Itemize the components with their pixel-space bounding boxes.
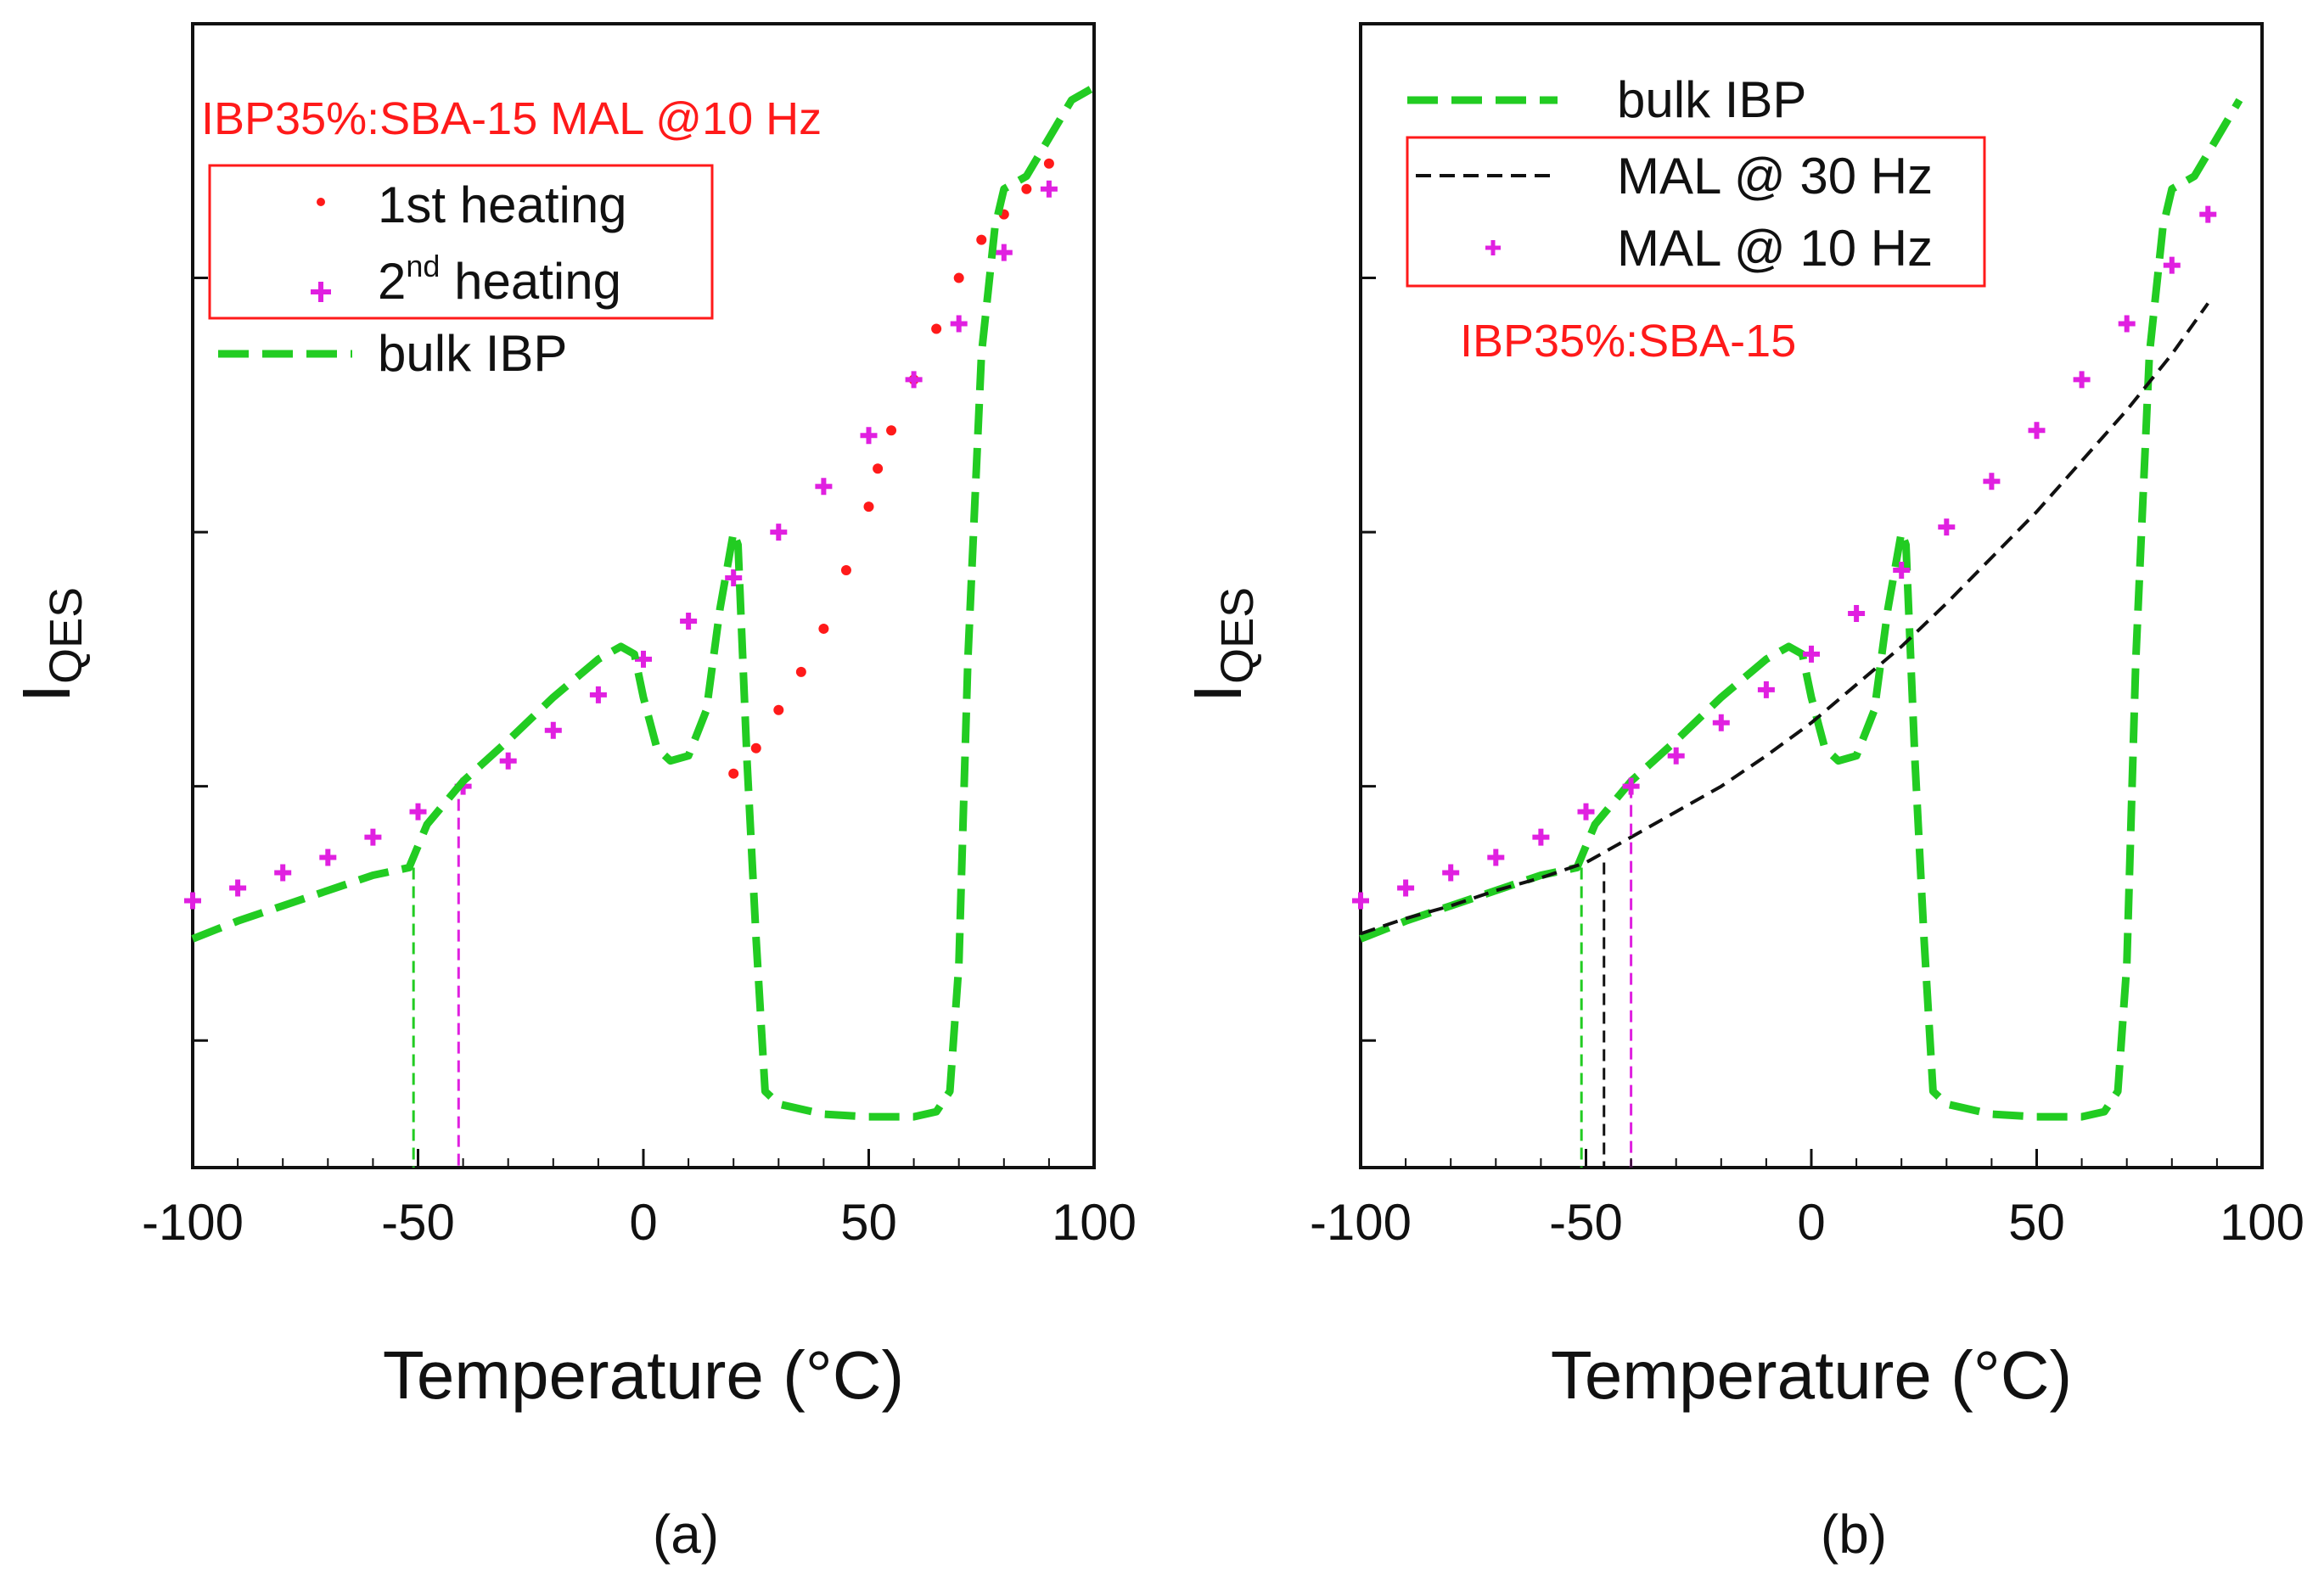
- x-tick-label-b: 0: [1797, 1194, 1825, 1251]
- point-mal-10-hz-b: [1712, 714, 1730, 731]
- point-1st-heating-a: [728, 768, 739, 779]
- legend-box-a: [208, 164, 714, 320]
- series-line-bulk-ibp-b: [1359, 98, 2243, 1121]
- point-2nd-heating-a: [319, 849, 337, 866]
- point-1st-heating-a: [976, 234, 987, 245]
- legend-marker-mal10: [1485, 240, 1501, 255]
- series-line-bulk-ibp-a: [191, 83, 1097, 1121]
- legend-entry-mal30: MAL @ 30 Hz: [1416, 148, 1933, 204]
- x-tick-label-b: 50: [2008, 1194, 2065, 1251]
- legend-label-mal30: MAL @ 30 Hz: [1617, 148, 1933, 204]
- point-1st-heating-a: [750, 742, 761, 753]
- point-1st-heating-a: [953, 272, 964, 283]
- y-axis-title-a: IQES: [8, 587, 92, 703]
- legend-marker-first: [317, 198, 325, 206]
- point-mal-10-hz-b: [1848, 604, 1866, 622]
- point-mal-10-hz-b: [1757, 681, 1775, 698]
- chart-panel-a: -100 -50 0 50 100 IBP35%:SBA-15 MAL @10 Hz 1…: [8, 22, 1137, 1565]
- y-axis-title-b: IQES: [1180, 587, 1263, 703]
- point-1st-heating-a: [1021, 183, 1032, 194]
- point-1st-heating-a: [795, 666, 806, 677]
- legend-label-first: 1st heating: [378, 176, 627, 233]
- point-2nd-heating-a: [770, 524, 788, 541]
- legend-entry-mal10: MAL @ 10 Hz: [1485, 220, 1933, 277]
- x-tick-label-b: -100: [1310, 1194, 1412, 1251]
- annotation-b: IBP35%:SBA-15: [1460, 316, 1796, 367]
- legend-label-second: 2nd heating: [378, 249, 621, 310]
- x-tick-label-a: 50: [840, 1194, 897, 1251]
- point-mal-10-hz-b: [2199, 205, 2217, 223]
- point-2nd-heating-a: [905, 371, 923, 389]
- legend-label-bulk-b: bulk IBP: [1617, 71, 1806, 128]
- point-mal-10-hz-b: [1577, 803, 1595, 821]
- point-2nd-heating-a: [544, 721, 562, 739]
- legend-entry-first: 1st heating: [317, 176, 627, 233]
- point-1st-heating-a: [931, 323, 942, 334]
- point-2nd-heating-a: [995, 244, 1013, 261]
- point-mal-10-hz-b: [1667, 747, 1685, 765]
- point-2nd-heating-a: [950, 315, 968, 333]
- point-mal-10-hz-b: [2163, 256, 2181, 274]
- x-tick-label-a: -100: [142, 1194, 244, 1251]
- point-2nd-heating-a: [680, 612, 698, 630]
- point-mal-10-hz-b: [1938, 518, 1956, 536]
- legend-marker-second: [311, 282, 331, 302]
- point-2nd-heating-a: [364, 828, 382, 846]
- point-1st-heating-a: [773, 704, 784, 715]
- series-line-mal-30-hz-b: [1360, 302, 2209, 936]
- point-mal-10-hz-b: [1487, 849, 1505, 866]
- annotation-a: IBP35%:SBA-15 MAL @10 Hz: [201, 93, 822, 144]
- point-mal-10-hz-b: [1442, 864, 1460, 882]
- point-2nd-heating-a: [635, 650, 652, 668]
- x-tick-label-a: 0: [629, 1194, 657, 1251]
- point-1st-heating-a: [1043, 158, 1054, 169]
- legend-entry-bulk-b: bulk IBP: [1407, 71, 1806, 128]
- x-axis-title-a: Temperature (°C): [383, 1337, 904, 1413]
- point-mal-10-hz-b: [1983, 473, 2001, 490]
- point-2nd-heating-a: [1040, 180, 1058, 198]
- point-mal-10-hz-b: [2028, 422, 2046, 440]
- x-axis-title-b: Temperature (°C): [1551, 1337, 2072, 1413]
- point-mal-10-hz-b: [2073, 371, 2091, 389]
- point-2nd-heating-a: [815, 478, 833, 496]
- point-1st-heating-a: [840, 565, 851, 576]
- point-mal-10-hz-b: [1803, 645, 1820, 663]
- point-1st-heating-a: [873, 463, 884, 474]
- x-tick-label-b: 100: [2220, 1194, 2304, 1251]
- point-2nd-heating-a: [184, 892, 201, 910]
- legend-box-b: [1406, 136, 1986, 288]
- point-2nd-heating-a: [725, 569, 743, 587]
- legend-entry-bulk-a: bulk IBP: [218, 325, 567, 382]
- x-tick-label-b: -50: [1549, 1194, 1623, 1251]
- panel-label-a: (a): [653, 1504, 719, 1565]
- point-mal-10-hz-b: [2118, 315, 2136, 333]
- legend-entry-second: 2nd heating: [311, 249, 621, 310]
- point-1st-heating-a: [886, 425, 897, 436]
- point-mal-10-hz-b: [1397, 879, 1415, 897]
- point-2nd-heating-a: [274, 864, 292, 882]
- x-tick-label-a: -50: [381, 1194, 455, 1251]
- point-mal-10-hz-b: [1532, 828, 1550, 846]
- point-2nd-heating-a: [409, 803, 427, 821]
- x-tick-label-a: 100: [1052, 1194, 1137, 1251]
- point-1st-heating-a: [818, 623, 829, 634]
- point-1st-heating-a: [863, 501, 874, 513]
- legend-label-mal10: MAL @ 10 Hz: [1617, 220, 1933, 277]
- legend-label-bulk-a: bulk IBP: [378, 325, 567, 382]
- point-mal-10-hz-b: [1893, 562, 1911, 580]
- chart-panel-b: -100 -50 0 50 100 bulk IBP MAL @ 30 Hz MAL @…: [1180, 22, 2304, 1565]
- point-2nd-heating-a: [229, 879, 247, 897]
- point-mal-10-hz-b: [1352, 892, 1369, 910]
- point-2nd-heating-a: [589, 686, 607, 703]
- panel-label-b: (b): [1821, 1504, 1887, 1565]
- point-2nd-heating-a: [499, 752, 517, 770]
- point-2nd-heating-a: [860, 427, 878, 445]
